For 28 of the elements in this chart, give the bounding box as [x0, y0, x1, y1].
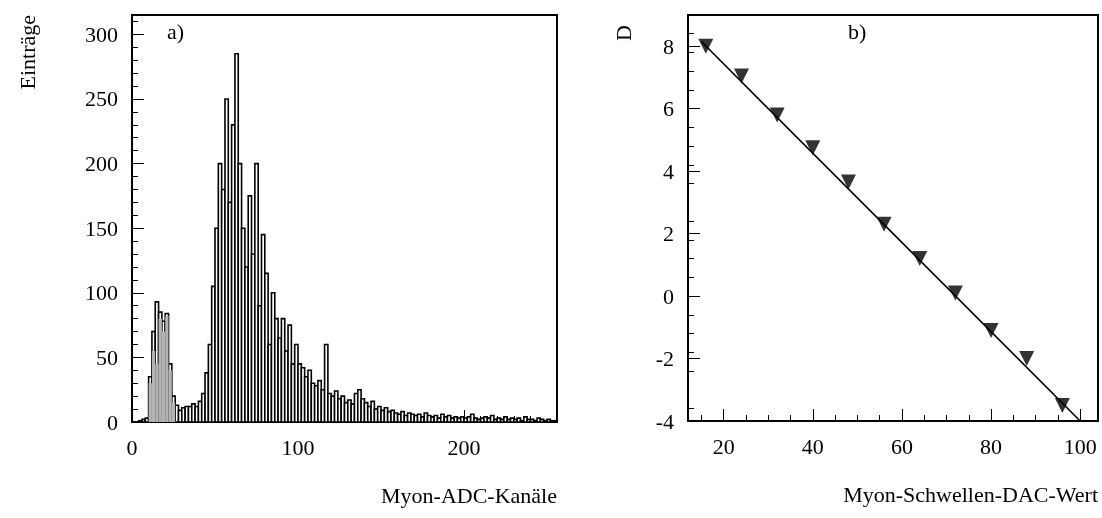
y-tick-label: 4: [663, 158, 674, 184]
x-tick-label: 100: [1063, 433, 1097, 459]
y-tick-label: 0: [663, 283, 674, 309]
y-axis-title: D: [610, 25, 636, 41]
x-tick-label: 80: [980, 433, 1003, 459]
y-tick-label: 50: [96, 344, 118, 370]
x-axis-title: Myon-Schwellen-DAC-Wert: [843, 481, 1098, 507]
y-tick-label: 6: [663, 96, 674, 122]
y-tick-label: -2: [655, 346, 674, 372]
x-tick-label: 40: [801, 433, 824, 459]
y-tick-label: 0: [107, 409, 118, 435]
y-tick-label: 200: [85, 151, 118, 177]
x-tick-label: 0: [126, 434, 138, 460]
x-tick-label: 60: [890, 433, 913, 459]
y-tick-label: 300: [85, 21, 118, 47]
y-tick-label: 150: [85, 215, 118, 241]
x-tick-label: 100: [281, 434, 315, 460]
annotation: a): [167, 18, 185, 44]
y-tick-label: -4: [655, 408, 674, 434]
y-tick-label: 100: [85, 280, 118, 306]
y-tick-label: 250: [85, 86, 118, 112]
x-tick-label: 20: [712, 433, 735, 459]
x-axis-title: Myon-ADC-Kanäle: [381, 482, 557, 508]
y-tick-label: 8: [663, 33, 674, 59]
annotation: b): [848, 18, 867, 44]
y-axis-title: Einträge: [14, 15, 40, 90]
x-tick-label: 200: [447, 434, 481, 460]
y-tick-label: 2: [663, 221, 674, 247]
